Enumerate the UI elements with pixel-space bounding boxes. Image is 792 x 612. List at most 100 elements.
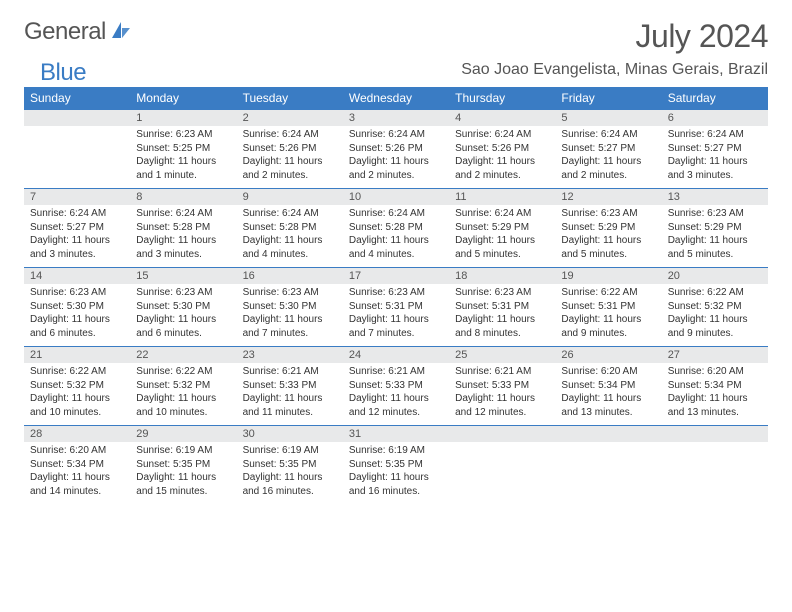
day-body-cell: Sunrise: 6:21 AMSunset: 5:33 PMDaylight:…	[449, 363, 555, 426]
sunrise-line: Sunrise: 6:21 AM	[243, 365, 337, 379]
day-body-cell: Sunrise: 6:24 AMSunset: 5:28 PMDaylight:…	[130, 205, 236, 268]
sunrise-line: Sunrise: 6:24 AM	[561, 128, 655, 142]
daylight-line: Daylight: 11 hours and 11 minutes.	[243, 392, 337, 419]
day-number-cell: 3	[343, 110, 449, 127]
day-number-cell: 30	[237, 426, 343, 443]
daynum-row: 21222324252627	[24, 347, 768, 364]
sunset-line: Sunset: 5:32 PM	[668, 300, 762, 314]
day-content: Sunrise: 6:23 AMSunset: 5:30 PMDaylight:…	[130, 284, 236, 346]
week-row: Sunrise: 6:23 AMSunset: 5:30 PMDaylight:…	[24, 284, 768, 347]
day-body-cell: Sunrise: 6:24 AMSunset: 5:27 PMDaylight:…	[555, 126, 661, 189]
daynum-row: 28293031	[24, 426, 768, 443]
day-number-cell: 16	[237, 268, 343, 285]
daylight-line: Daylight: 11 hours and 6 minutes.	[30, 313, 124, 340]
day-content: Sunrise: 6:24 AMSunset: 5:28 PMDaylight:…	[343, 205, 449, 267]
day-number-cell: 12	[555, 189, 661, 206]
calendar-table: Sunday Monday Tuesday Wednesday Thursday…	[24, 87, 768, 504]
sunset-line: Sunset: 5:33 PM	[349, 379, 443, 393]
title-block: July 2024	[636, 18, 768, 55]
daylight-line: Daylight: 11 hours and 4 minutes.	[349, 234, 443, 261]
sunset-line: Sunset: 5:27 PM	[30, 221, 124, 235]
daynum-row: 14151617181920	[24, 268, 768, 285]
day-content: Sunrise: 6:22 AMSunset: 5:32 PMDaylight:…	[662, 284, 768, 346]
day-number-cell	[555, 426, 661, 443]
week-row: Sunrise: 6:22 AMSunset: 5:32 PMDaylight:…	[24, 363, 768, 426]
dayhead-tue: Tuesday	[237, 87, 343, 110]
day-number-cell: 28	[24, 426, 130, 443]
day-content: Sunrise: 6:24 AMSunset: 5:27 PMDaylight:…	[555, 126, 661, 188]
daylight-line: Daylight: 11 hours and 6 minutes.	[136, 313, 230, 340]
sunset-line: Sunset: 5:31 PM	[349, 300, 443, 314]
sunrise-line: Sunrise: 6:23 AM	[243, 286, 337, 300]
daylight-line: Daylight: 11 hours and 2 minutes.	[561, 155, 655, 182]
day-body-cell: Sunrise: 6:20 AMSunset: 5:34 PMDaylight:…	[24, 442, 130, 504]
day-content: Sunrise: 6:24 AMSunset: 5:29 PMDaylight:…	[449, 205, 555, 267]
day-number-cell: 15	[130, 268, 236, 285]
daylight-line: Daylight: 11 hours and 2 minutes.	[349, 155, 443, 182]
sunset-line: Sunset: 5:35 PM	[136, 458, 230, 472]
week-row: Sunrise: 6:23 AMSunset: 5:25 PMDaylight:…	[24, 126, 768, 189]
day-content: Sunrise: 6:23 AMSunset: 5:29 PMDaylight:…	[662, 205, 768, 267]
day-content: Sunrise: 6:19 AMSunset: 5:35 PMDaylight:…	[237, 442, 343, 504]
sunset-line: Sunset: 5:29 PM	[668, 221, 762, 235]
day-body-cell: Sunrise: 6:23 AMSunset: 5:30 PMDaylight:…	[237, 284, 343, 347]
location-text: Sao Joao Evangelista, Minas Gerais, Braz…	[461, 61, 768, 79]
day-number-cell: 18	[449, 268, 555, 285]
sunset-line: Sunset: 5:31 PM	[561, 300, 655, 314]
day-number-cell: 8	[130, 189, 236, 206]
sunrise-line: Sunrise: 6:23 AM	[455, 286, 549, 300]
day-number-cell: 6	[662, 110, 768, 127]
day-body-cell: Sunrise: 6:23 AMSunset: 5:29 PMDaylight:…	[555, 205, 661, 268]
brand-part1: General	[24, 18, 106, 46]
sunset-line: Sunset: 5:33 PM	[243, 379, 337, 393]
day-content: Sunrise: 6:24 AMSunset: 5:27 PMDaylight:…	[24, 205, 130, 267]
dayhead-sun: Sunday	[24, 87, 130, 110]
sunset-line: Sunset: 5:25 PM	[136, 142, 230, 156]
sunrise-line: Sunrise: 6:24 AM	[243, 128, 337, 142]
day-content: Sunrise: 6:20 AMSunset: 5:34 PMDaylight:…	[24, 442, 130, 504]
day-number-cell: 9	[237, 189, 343, 206]
day-body-cell: Sunrise: 6:24 AMSunset: 5:26 PMDaylight:…	[343, 126, 449, 189]
brand-logo: General	[24, 18, 134, 46]
week-row: Sunrise: 6:20 AMSunset: 5:34 PMDaylight:…	[24, 442, 768, 504]
sunrise-line: Sunrise: 6:24 AM	[243, 207, 337, 221]
daylight-line: Daylight: 11 hours and 4 minutes.	[243, 234, 337, 261]
sunrise-line: Sunrise: 6:19 AM	[243, 444, 337, 458]
day-body-cell: Sunrise: 6:22 AMSunset: 5:31 PMDaylight:…	[555, 284, 661, 347]
sunset-line: Sunset: 5:34 PM	[561, 379, 655, 393]
day-body-cell: Sunrise: 6:22 AMSunset: 5:32 PMDaylight:…	[662, 284, 768, 347]
sunset-line: Sunset: 5:34 PM	[668, 379, 762, 393]
day-body-cell	[449, 442, 555, 504]
day-content: Sunrise: 6:23 AMSunset: 5:31 PMDaylight:…	[449, 284, 555, 346]
day-body-cell: Sunrise: 6:19 AMSunset: 5:35 PMDaylight:…	[237, 442, 343, 504]
sunset-line: Sunset: 5:35 PM	[349, 458, 443, 472]
daylight-line: Daylight: 11 hours and 10 minutes.	[136, 392, 230, 419]
dayhead-fri: Friday	[555, 87, 661, 110]
day-content: Sunrise: 6:22 AMSunset: 5:32 PMDaylight:…	[24, 363, 130, 425]
day-body-cell: Sunrise: 6:23 AMSunset: 5:29 PMDaylight:…	[662, 205, 768, 268]
sunrise-line: Sunrise: 6:22 AM	[668, 286, 762, 300]
day-content: Sunrise: 6:22 AMSunset: 5:32 PMDaylight:…	[130, 363, 236, 425]
day-content: Sunrise: 6:23 AMSunset: 5:30 PMDaylight:…	[24, 284, 130, 346]
day-body-cell: Sunrise: 6:24 AMSunset: 5:27 PMDaylight:…	[24, 205, 130, 268]
sunrise-line: Sunrise: 6:22 AM	[561, 286, 655, 300]
sunrise-line: Sunrise: 6:24 AM	[668, 128, 762, 142]
day-content: Sunrise: 6:23 AMSunset: 5:25 PMDaylight:…	[130, 126, 236, 188]
daylight-line: Daylight: 11 hours and 3 minutes.	[136, 234, 230, 261]
day-number-cell	[449, 426, 555, 443]
daylight-line: Daylight: 11 hours and 15 minutes.	[136, 471, 230, 498]
day-content: Sunrise: 6:24 AMSunset: 5:27 PMDaylight:…	[662, 126, 768, 188]
calendar-body: 123456Sunrise: 6:23 AMSunset: 5:25 PMDay…	[24, 110, 768, 505]
day-body-cell: Sunrise: 6:23 AMSunset: 5:30 PMDaylight:…	[130, 284, 236, 347]
day-body-cell: Sunrise: 6:22 AMSunset: 5:32 PMDaylight:…	[24, 363, 130, 426]
day-number-cell: 24	[343, 347, 449, 364]
day-number-cell: 5	[555, 110, 661, 127]
sunset-line: Sunset: 5:30 PM	[136, 300, 230, 314]
sunrise-line: Sunrise: 6:22 AM	[136, 365, 230, 379]
day-content: Sunrise: 6:24 AMSunset: 5:26 PMDaylight:…	[343, 126, 449, 188]
sunset-line: Sunset: 5:28 PM	[243, 221, 337, 235]
daylight-line: Daylight: 11 hours and 2 minutes.	[243, 155, 337, 182]
day-number-cell	[662, 426, 768, 443]
sunrise-line: Sunrise: 6:24 AM	[30, 207, 124, 221]
day-number-cell: 31	[343, 426, 449, 443]
